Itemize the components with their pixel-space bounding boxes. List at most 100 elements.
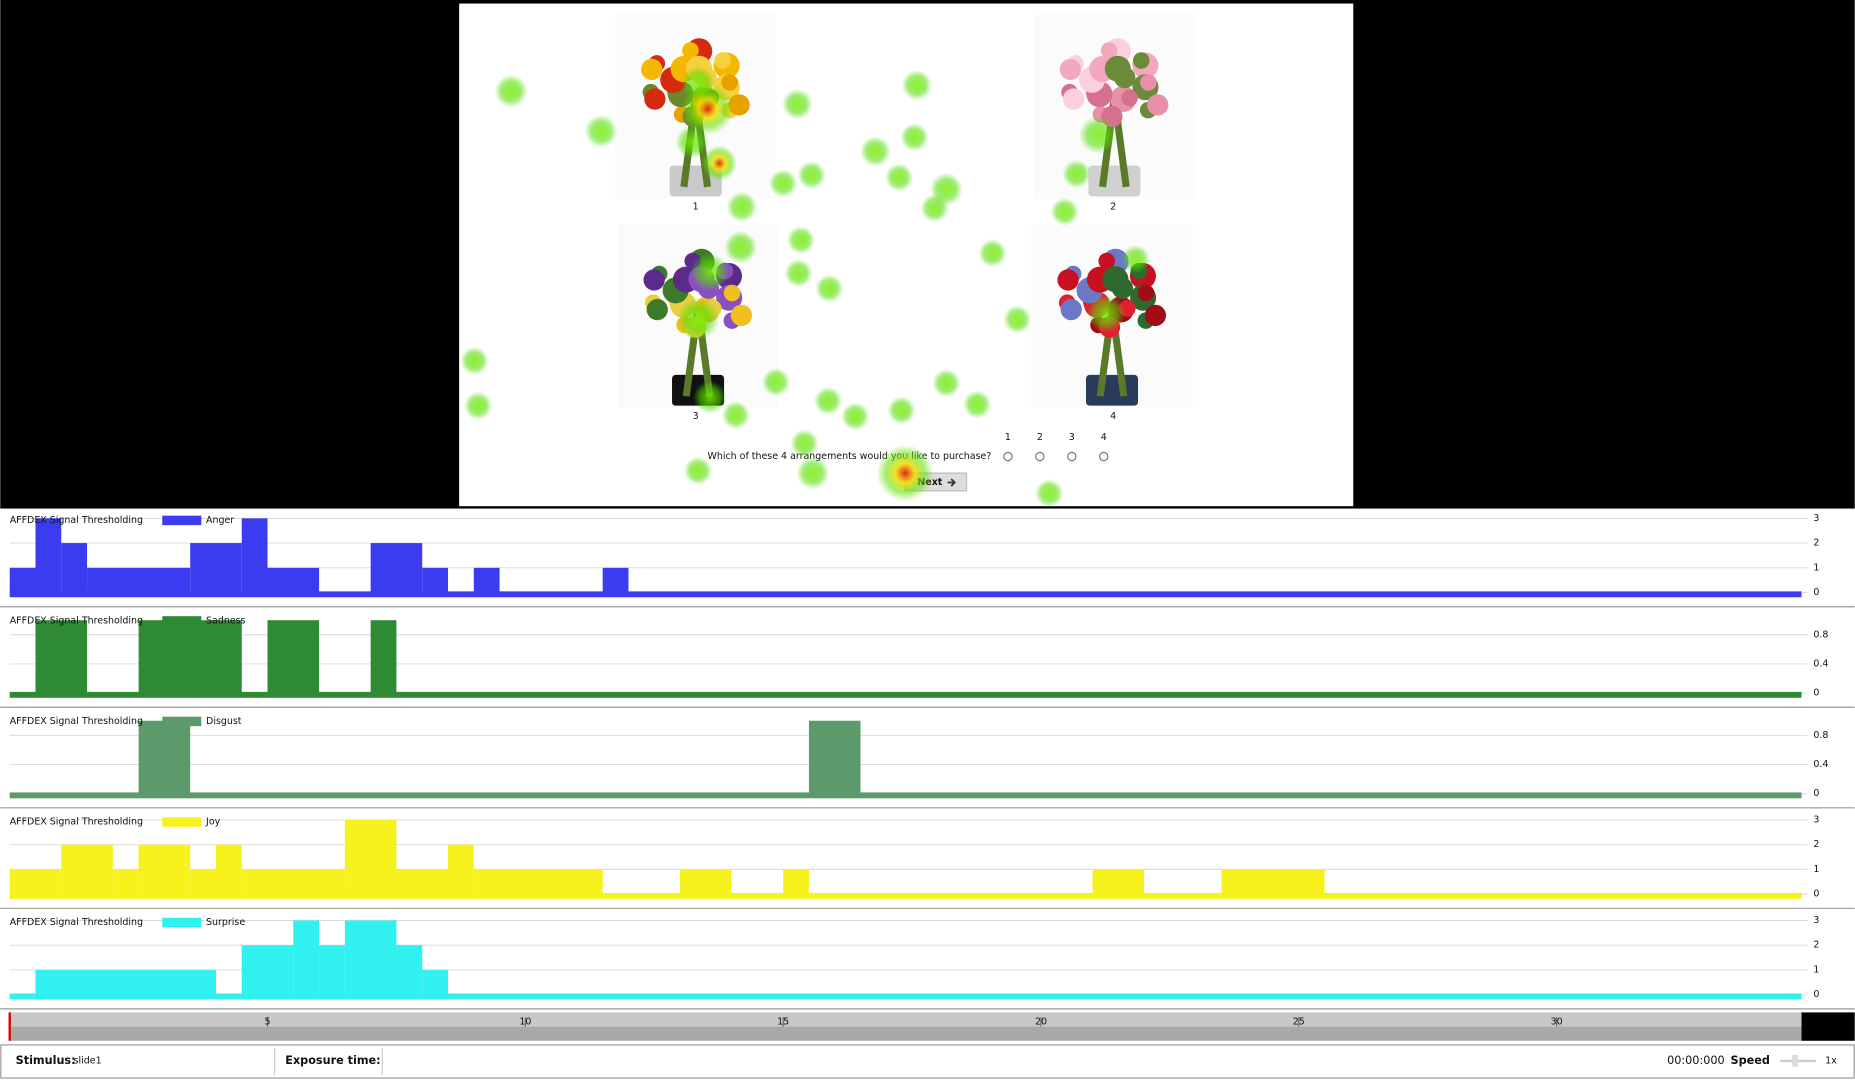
gaze-blob (724, 231, 757, 264)
gaze-blob (769, 169, 797, 197)
timeline-tick-label: 5 (265, 1016, 271, 1027)
gaze-blob (1051, 198, 1079, 226)
radio[interactable] (1004, 452, 1012, 460)
gaze-blob (1079, 116, 1117, 154)
radio[interactable] (1068, 452, 1076, 460)
gaze-blob (722, 401, 750, 429)
option-label: 2 (1037, 432, 1043, 443)
gaze-blob (797, 161, 825, 189)
option-label: 3 (1069, 432, 1075, 443)
legend-swatch (162, 817, 201, 826)
signal-step (242, 869, 345, 894)
signal-step (113, 869, 139, 894)
flower (644, 88, 665, 109)
timeline-track[interactable] (10, 1027, 1802, 1041)
body: {"stimulus": {"image_labels": ["1", "2",… (0, 0, 1855, 1081)
gaze-blob (841, 402, 869, 430)
gaze-blob (1062, 160, 1090, 188)
screen: 1 2 3 4 Which of these 4 arrangements wo… (0, 0, 1855, 1081)
image-label: 3 (693, 411, 699, 422)
signal-step (268, 568, 320, 593)
y-tick-label: 0.8 (1813, 629, 1828, 640)
playhead[interactable] (9, 1012, 11, 1040)
y-tick-label: 0 (1813, 889, 1819, 900)
gaze-blob (885, 163, 913, 191)
signal-step (61, 543, 87, 592)
timeline-ruler (10, 1012, 1802, 1026)
signal-step (10, 869, 62, 894)
flower (1140, 74, 1157, 91)
chart-title: AFFDEX Signal Thresholding (10, 917, 143, 928)
signal-step (603, 568, 629, 593)
gaze-blob (684, 457, 712, 485)
legend-swatch (162, 616, 201, 625)
timeline-tick-label: 10 (519, 1016, 531, 1027)
chart-panel: 0123AFFDEX Signal ThresholdingJoy (0, 814, 1854, 908)
gaze-blob (464, 391, 492, 419)
y-tick-label: 2 (1813, 839, 1819, 850)
page: AFFDEX Signal Thresholding html, body { … (0, 0, 1855, 1081)
signal-step (190, 869, 216, 894)
gaze-blob (877, 445, 934, 502)
gaze-blob (691, 253, 729, 291)
signal-step (422, 568, 448, 593)
legend-swatch (162, 516, 201, 525)
gaze-blob (762, 368, 790, 396)
signal-step (345, 820, 397, 894)
y-tick-label: 1 (1813, 964, 1819, 975)
flower (647, 299, 668, 320)
speed-label: Speed (1731, 1054, 1770, 1067)
stimulus-label: Stimulus: (16, 1054, 76, 1067)
legend-label: Anger (206, 515, 234, 526)
image-label: 2 (1110, 201, 1116, 212)
vase (1088, 166, 1140, 197)
signal-step (293, 920, 319, 994)
legend-label: Disgust (206, 716, 242, 727)
signal-step (35, 620, 87, 693)
gaze-blob (702, 145, 737, 180)
flower (1145, 305, 1166, 326)
signal-step (809, 721, 861, 794)
signal-step (10, 568, 36, 593)
signal-step (345, 920, 397, 994)
option-label: 1 (1005, 432, 1011, 443)
signal-step (190, 543, 242, 592)
flower (1147, 94, 1168, 115)
speed-thumb[interactable] (1792, 1055, 1798, 1067)
signal-step (396, 869, 448, 894)
flower (1061, 299, 1082, 320)
gaze-blob (796, 457, 829, 490)
gaze-blob (860, 136, 891, 167)
footer: Stimulus: slide1 Exposure time: 00:00:00… (1, 1045, 1854, 1078)
signal-step (319, 945, 345, 994)
image-label: 4 (1110, 411, 1116, 422)
flower (1060, 59, 1081, 80)
signal-step (1221, 869, 1324, 894)
signal-step (139, 620, 242, 693)
gaze-blob (963, 390, 991, 418)
speed: 1x (1825, 1055, 1837, 1066)
flower (721, 74, 738, 91)
y-tick-label: 0.8 (1813, 730, 1828, 741)
radio[interactable] (1100, 452, 1108, 460)
radio[interactable] (1036, 452, 1044, 460)
signal-step (35, 970, 215, 995)
legend-label: Joy (205, 816, 221, 827)
footer-frame (1, 1045, 1854, 1078)
legend-label: Sadness (206, 615, 246, 626)
y-tick-label: 3 (1813, 915, 1819, 926)
gaze-blob (784, 259, 812, 287)
signal-step (448, 845, 474, 894)
signal-step (139, 845, 191, 894)
gaze-blob (1003, 305, 1031, 333)
gaze-blob (887, 396, 915, 424)
y-tick-label: 3 (1813, 513, 1819, 524)
question: Which of these 4 arrangements would you … (708, 451, 992, 462)
signal-step (242, 518, 268, 592)
signal-step (371, 620, 397, 693)
y-tick-label: 0 (1813, 989, 1819, 1000)
gaze-blob (1035, 479, 1063, 507)
gaze-blob (920, 194, 948, 222)
